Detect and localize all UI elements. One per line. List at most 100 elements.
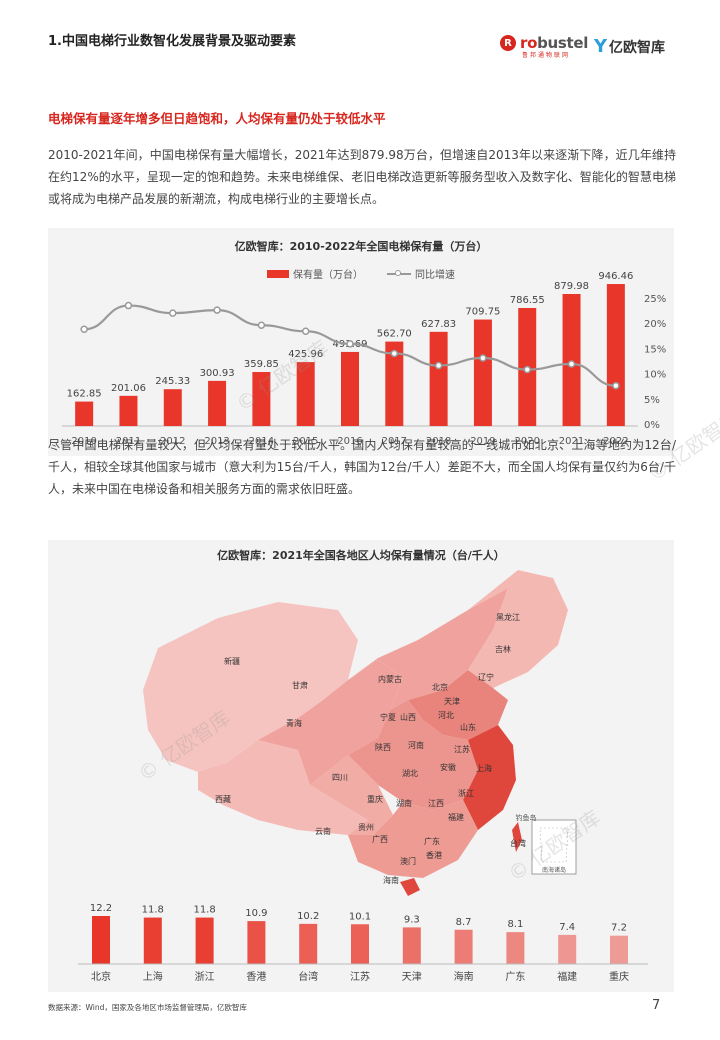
growth-point <box>346 340 354 348</box>
map-region-label: 陕西 <box>375 742 391 752</box>
legend-item-growth: 同比增速 <box>387 266 455 281</box>
growth-point <box>523 365 531 374</box>
map-region-label: 甘肃 <box>292 680 308 690</box>
per-capita-bars: 12.2 北京 11.8 上海 11.8 浙江 10.9 香港 10.2 台湾 10.1 江苏 9.3 天… <box>78 903 648 983</box>
map-sichuan <box>310 755 393 835</box>
x-tick-label: 2012 <box>160 436 185 447</box>
map-east-coast <box>463 725 516 830</box>
map-region-label: 广西 <box>372 834 388 844</box>
map-northeast <box>468 570 568 688</box>
bar-value-label: 879.98 <box>554 281 589 292</box>
bar-value-label: 12.2 <box>90 903 112 914</box>
map-hainan <box>400 878 420 896</box>
bar-2014 <box>252 372 271 426</box>
chart-title: 亿欧智库：2010-2022年全国电梯保有量（万台） <box>234 240 488 253</box>
growth-point <box>213 306 221 314</box>
x-tick-label: 2017 <box>382 436 407 447</box>
nanhai-inset <box>531 819 577 875</box>
map-qinghai-gansu <box>258 660 403 785</box>
map-region-label: 黑龙江 <box>496 612 520 622</box>
right-axis-tick: 0% <box>644 420 660 431</box>
yiou-wordmark: 亿欧智库 <box>609 39 666 56</box>
x-tick-label: 2018 <box>426 436 451 447</box>
map-region-label: 福建 <box>448 812 464 822</box>
x-tick-label: 2020 <box>515 436 540 447</box>
growth-point <box>390 349 399 358</box>
bar-2010 <box>75 401 94 426</box>
growth-point <box>80 325 88 333</box>
bar-value-label: 7.2 <box>611 923 627 934</box>
bar-广东 <box>506 932 525 964</box>
growth-point <box>612 381 620 390</box>
bar-2013 <box>208 380 227 426</box>
robustel-wordmark: robustel <box>520 34 589 52</box>
map-region-label: 贵州 <box>358 822 374 832</box>
map-taiwan <box>512 822 522 852</box>
bar-2019 <box>473 319 492 426</box>
x-tick-label: 2015 <box>293 436 318 447</box>
legend-bar-swatch <box>267 269 289 278</box>
map-region-label: 宁夏 <box>380 712 396 722</box>
page-header-title: 1.中国电梯行业数智化发展背景及驱动要素 <box>48 34 296 49</box>
bar-value-label: 10.1 <box>349 911 371 922</box>
robustel-subtitle: 鲁邦通物联网 <box>522 52 571 59</box>
bar-value-label: 10.2 <box>297 911 319 922</box>
bar-value-label: 10.9 <box>245 908 267 919</box>
map-region-label: 湖北 <box>402 769 418 778</box>
x-tick-label: 浙江 <box>195 971 215 983</box>
x-tick-label: 2011 <box>116 436 141 447</box>
bar-value-label: 11.8 <box>193 905 215 916</box>
bar-重庆 <box>610 935 628 964</box>
bar-2015 <box>296 362 315 426</box>
x-tick-label: 2019 <box>470 436 495 447</box>
map-west <box>143 602 358 772</box>
x-tick-label: 江苏 <box>350 970 370 983</box>
right-axis-tick: 15% <box>644 344 666 355</box>
elevator-stock-chart: 亿欧智库：2010-2022年全国电梯保有量（万台） 保有量（万台） 同比增速 … <box>48 228 674 456</box>
growth-point <box>434 361 443 370</box>
map-region-label: 吉林 <box>495 644 511 654</box>
map-region-label: 四川 <box>332 773 348 782</box>
bar-2016 <box>341 351 359 426</box>
x-tick-label: 2014 <box>249 436 274 447</box>
x-tick-label: 2016 <box>337 436 362 447</box>
bar-天津 <box>402 927 421 964</box>
map-region-label: 内蒙古 <box>378 674 402 684</box>
map-region-label: 云南 <box>315 826 331 836</box>
map-region-label: 重庆 <box>367 794 383 804</box>
legend-label: 同比增速 <box>415 270 455 281</box>
growth-point <box>567 360 576 368</box>
bar-value-label: 9.3 <box>404 914 420 925</box>
map-region-label: 河北 <box>438 710 454 720</box>
map-central <box>348 700 478 810</box>
right-axis-tick: 25% <box>644 294 666 305</box>
bar-value-label: 8.7 <box>456 917 472 928</box>
x-tick-label: 广东 <box>505 970 525 983</box>
x-tick-label: 2021 <box>559 436 584 447</box>
map-region-label: 海南 <box>383 875 399 885</box>
bar-value-label: 627.83 <box>421 319 456 330</box>
robustel-mark-icon: R <box>500 35 516 51</box>
bar-上海 <box>143 917 162 964</box>
map-region-label: 辽宁 <box>478 672 494 682</box>
map-region-label: 天津 <box>444 696 460 706</box>
map-region-label: 北京 <box>432 682 448 692</box>
bar-福建 <box>558 934 577 964</box>
map-north-china <box>408 670 508 740</box>
x-tick-label: 天津 <box>402 971 422 983</box>
map-region-label: 山西 <box>400 712 416 722</box>
map-region-label: 安徽 <box>440 762 456 772</box>
x-tick-label: 2010 <box>71 436 96 447</box>
bar-2018 <box>429 331 448 426</box>
map-region-label: 山东 <box>460 722 476 732</box>
bar-浙江 <box>195 917 214 964</box>
bar-2012 <box>163 389 182 426</box>
map-region-label: 江西 <box>428 799 444 808</box>
page-number: 7 <box>652 998 661 1013</box>
map-region-label: 上海 <box>476 763 492 773</box>
growth-point <box>301 327 310 336</box>
bar-value-label: 245.33 <box>155 376 190 387</box>
map-south <box>348 800 478 878</box>
x-tick-label: 福建 <box>557 970 577 983</box>
